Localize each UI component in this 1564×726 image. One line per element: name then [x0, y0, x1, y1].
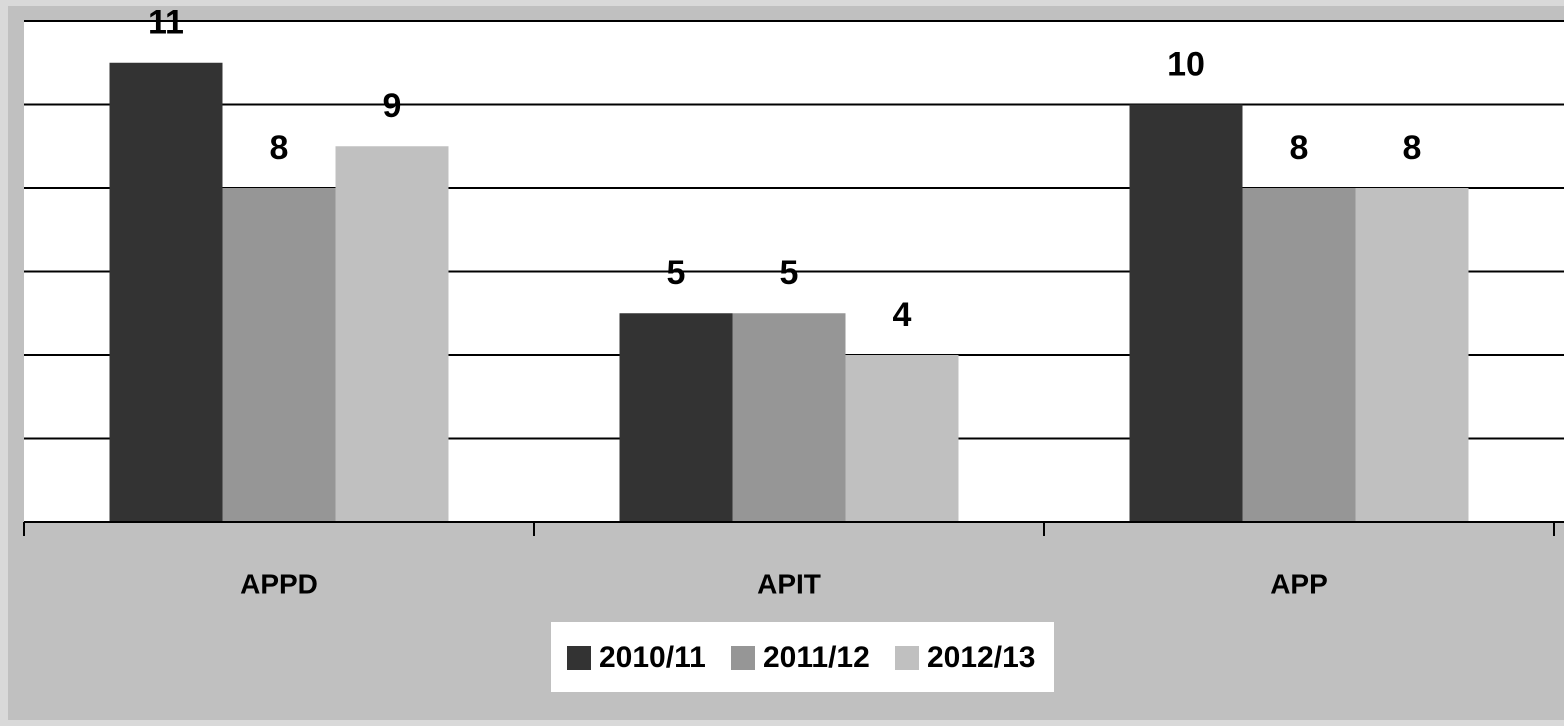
bar: [1242, 188, 1356, 522]
bar: [732, 313, 846, 522]
legend-label: 2010/11: [599, 641, 706, 674]
legend-box: [551, 622, 1054, 692]
legend-label: 2012/13: [927, 641, 1035, 674]
bar: [335, 146, 449, 522]
bar: [619, 313, 733, 522]
data-label: 5: [780, 254, 799, 292]
x-tick-label: APP: [1270, 568, 1328, 599]
data-label: 5: [667, 254, 686, 292]
bar: [1355, 188, 1469, 522]
data-label: 8: [270, 129, 289, 167]
legend-label: 2011/12: [763, 641, 870, 674]
data-label: 4: [893, 296, 912, 334]
legend-swatch: [731, 646, 755, 670]
data-label: 11: [148, 4, 184, 42]
bar: [222, 188, 336, 522]
data-label: 9: [383, 87, 402, 125]
data-label: 10: [1167, 45, 1205, 83]
data-label: 8: [1290, 129, 1309, 167]
legend-swatch: [567, 646, 591, 670]
legend-swatch: [895, 646, 919, 670]
x-tick-label: APPD: [240, 568, 318, 599]
x-tick-label: APIT: [757, 568, 821, 599]
bar: [109, 62, 223, 522]
data-label: 8: [1403, 129, 1422, 167]
bar: [1129, 104, 1243, 522]
bar: [845, 355, 959, 522]
